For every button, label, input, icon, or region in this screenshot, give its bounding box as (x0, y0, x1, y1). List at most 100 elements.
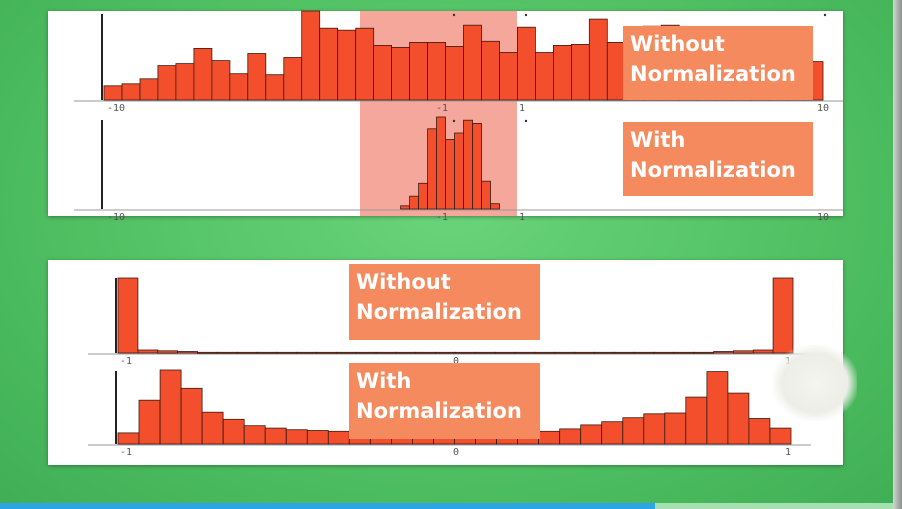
tick-label: -10 (107, 103, 125, 114)
histogram-bar (415, 351, 437, 354)
histogram-bar (327, 430, 350, 445)
tick-mark (452, 13, 456, 17)
histogram-bar (400, 205, 411, 210)
histogram-bar (490, 203, 500, 210)
histogram-bar (319, 27, 339, 101)
histogram-bar (229, 73, 249, 101)
histogram-bar (211, 60, 231, 101)
histogram-bar (157, 65, 177, 101)
histogram-bar (499, 52, 518, 101)
bottom-accent-bar-light (655, 503, 893, 509)
histogram-bar (613, 351, 635, 354)
histogram-bar (538, 430, 561, 445)
histogram-bar (236, 351, 258, 354)
histogram-bar (159, 369, 182, 445)
histogram-bar (664, 412, 687, 445)
histogram-bar (693, 351, 715, 354)
histogram-bar (316, 351, 337, 354)
histogram-bar (643, 413, 666, 445)
window-edge (893, 0, 902, 509)
top-panel: -10 -1 1 10 -10 -1 1 10 Without Normalization … (48, 10, 843, 223)
histogram-bar (265, 74, 285, 101)
histogram-bar (622, 417, 645, 445)
histogram-bar (554, 351, 576, 354)
histogram-bar (337, 29, 357, 101)
label-line-2: Normalization (356, 399, 522, 423)
histogram-bar (409, 195, 420, 210)
histogram-bar (463, 119, 473, 210)
histogram-bar (375, 351, 397, 354)
histogram-bar (373, 45, 393, 101)
histogram-bar (713, 351, 734, 354)
histogram-bar (436, 116, 446, 210)
histogram-bar (222, 418, 245, 445)
histogram-bar (673, 351, 695, 354)
tick-label: 0 (453, 356, 459, 367)
histogram-bar (283, 57, 303, 101)
tick-label: 0 (453, 447, 459, 458)
tick-label: 1 (519, 212, 525, 223)
histogram-bar (752, 349, 774, 354)
histogram-bar (474, 351, 496, 354)
histogram-bar (685, 396, 708, 445)
label-bottom-with-normalization: With Normalization (349, 363, 540, 439)
tick-mark (524, 13, 528, 17)
histogram-bar (514, 351, 536, 354)
histogram-bar (137, 349, 159, 354)
histogram-bar (633, 351, 655, 354)
tick-mark (452, 119, 456, 123)
histogram-bar (570, 44, 590, 101)
histogram-bar (772, 277, 794, 354)
chart-with-normalization-range: -10 -1 1 10 (74, 116, 843, 223)
histogram-bar (138, 399, 161, 445)
histogram-bar (180, 387, 203, 445)
histogram-bar (455, 351, 476, 354)
histogram-bar (177, 351, 198, 354)
tick-label: 10 (817, 103, 829, 114)
label-line-2: Normalization (356, 300, 522, 324)
histogram-bar (216, 351, 238, 354)
label-top-with-normalization: With Normalization (623, 122, 813, 196)
histogram-bar (516, 26, 536, 101)
histogram-bar (355, 351, 377, 354)
histogram-bar (395, 351, 417, 354)
label-line-1: Without (356, 270, 451, 294)
histogram-bar (748, 418, 771, 445)
histogram-bar (481, 180, 491, 210)
histogram-bar (594, 351, 615, 354)
label-line-2: Normalization (630, 62, 796, 86)
histogram-bar (139, 78, 159, 101)
tick-label: -1 (120, 356, 132, 367)
histogram-bar (427, 128, 438, 210)
histogram-bar (534, 52, 554, 101)
histogram-bar (193, 48, 213, 101)
histogram-bar (117, 432, 140, 445)
tick-label: 10 (817, 212, 829, 223)
histogram-bar (481, 40, 500, 101)
histogram-bar (435, 351, 456, 354)
histogram-bar (427, 41, 447, 101)
histogram-bar (534, 351, 556, 354)
histogram-bar (243, 425, 266, 445)
histogram-bar (559, 428, 582, 445)
tick-mark (823, 13, 827, 17)
histogram-bar (653, 351, 675, 354)
histogram-bar (727, 392, 750, 445)
bottom-accent-bar (0, 503, 655, 509)
histogram-bar (201, 411, 224, 445)
histogram-bar (157, 350, 178, 354)
label-top-without-normalization: Without Normalization (623, 26, 813, 100)
histogram-bar (494, 351, 516, 354)
label-line-2: Normalization (630, 158, 796, 182)
histogram-bar (296, 351, 317, 354)
histogram-bar (301, 10, 321, 101)
histogram-bar (306, 430, 329, 445)
histogram-bar (463, 24, 482, 101)
histogram-bar (472, 123, 482, 210)
label-bottom-without-normalization: Without Normalization (349, 264, 540, 340)
histogram-bar (418, 182, 429, 210)
bottom-panel: -1 0 1 -1 0 1 Without Normalization With Nor… (48, 260, 843, 465)
histogram-bar (601, 421, 624, 445)
histogram-bar (276, 351, 298, 354)
histogram-bar (264, 427, 287, 445)
